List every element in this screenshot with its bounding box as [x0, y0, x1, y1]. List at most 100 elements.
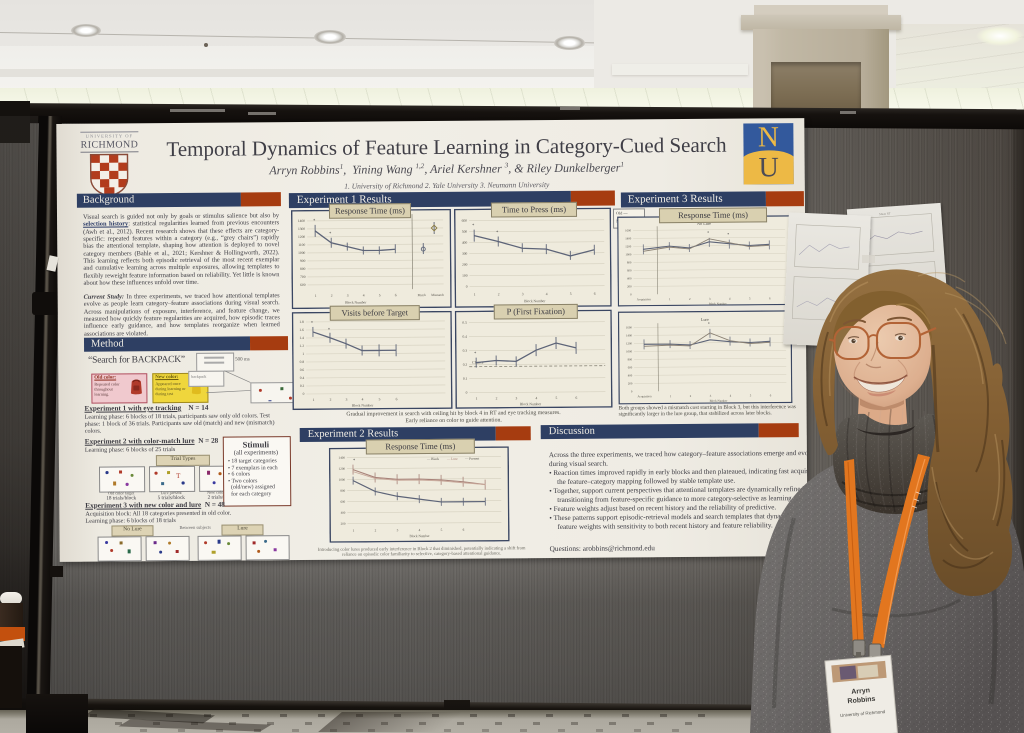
svg-text:0.5: 0.5 — [462, 321, 467, 325]
svg-text:*: * — [313, 218, 316, 223]
svg-text:5: 5 — [750, 393, 752, 397]
svg-text:6: 6 — [770, 393, 772, 397]
svg-text:4: 4 — [362, 398, 364, 402]
svg-text:3: 3 — [346, 398, 348, 402]
svg-text:2: 2 — [496, 396, 498, 400]
svg-text:6: 6 — [395, 293, 397, 297]
svg-text:6: 6 — [769, 296, 771, 300]
svg-text:*: * — [472, 223, 475, 228]
svg-text:2: 2 — [690, 394, 692, 398]
svg-text:1400: 1400 — [339, 456, 346, 460]
svg-text:2: 2 — [330, 398, 332, 402]
svg-text:1600: 1600 — [625, 228, 632, 232]
svg-text:Mean RT: Mean RT — [879, 211, 891, 216]
svg-text:6: 6 — [576, 396, 578, 400]
svg-text:0.4: 0.4 — [462, 335, 467, 339]
svg-text:No Lure: No Lure — [697, 221, 711, 226]
svg-text:1: 1 — [313, 398, 315, 402]
svg-text:1300: 1300 — [298, 227, 305, 231]
svg-text:T: T — [176, 472, 181, 480]
svg-text:800: 800 — [628, 357, 633, 361]
svg-text:0: 0 — [466, 285, 468, 289]
svg-text:Acquisition: Acquisition — [637, 297, 652, 301]
svg-text:*: * — [727, 232, 729, 237]
svg-text:1: 1 — [315, 294, 317, 298]
svg-text:1000: 1000 — [625, 252, 632, 256]
svg-text:1400: 1400 — [298, 219, 305, 223]
svg-text:*: * — [474, 351, 477, 356]
svg-text:0.4: 0.4 — [300, 376, 305, 380]
svg-text:4: 4 — [419, 528, 421, 532]
svg-text:200: 200 — [627, 284, 632, 288]
svg-text:1: 1 — [474, 293, 476, 297]
svg-text:5: 5 — [379, 397, 381, 401]
svg-text:Block Number: Block Number — [345, 301, 367, 305]
svg-text:Robbins: Robbins — [847, 696, 876, 705]
svg-text:Block Number: Block Number — [352, 403, 374, 407]
svg-text:4: 4 — [536, 396, 538, 400]
svg-text:1: 1 — [670, 394, 672, 398]
svg-text:— Lure: — Lure — [446, 457, 458, 461]
svg-text:— Black: — Black — [426, 457, 439, 461]
svg-text:2: 2 — [375, 528, 377, 532]
svg-text:1: 1 — [353, 529, 355, 533]
svg-text:1200: 1200 — [626, 341, 633, 345]
svg-text:4: 4 — [546, 292, 548, 296]
svg-text:1000: 1000 — [626, 349, 633, 353]
svg-text:800: 800 — [340, 489, 345, 493]
svg-text:0.6: 0.6 — [300, 368, 305, 372]
svg-text:0: 0 — [631, 389, 633, 393]
svg-text:— Present: — Present — [464, 457, 479, 461]
svg-text:400: 400 — [627, 276, 632, 280]
svg-text:200: 200 — [341, 522, 346, 526]
svg-text:1.6: 1.6 — [299, 328, 304, 332]
svg-text:1: 1 — [476, 397, 478, 401]
svg-text:1.4: 1.4 — [299, 336, 304, 340]
svg-text:1200: 1200 — [298, 235, 305, 239]
svg-text:2: 2 — [498, 292, 500, 296]
svg-text:5: 5 — [749, 296, 751, 300]
svg-text:6: 6 — [396, 397, 398, 401]
svg-text:Mismatch: Mismatch — [431, 293, 444, 297]
svg-text:600: 600 — [340, 500, 345, 504]
svg-text:3: 3 — [516, 396, 518, 400]
svg-text:1: 1 — [302, 352, 304, 356]
svg-text:1100: 1100 — [298, 243, 305, 247]
svg-text:400: 400 — [462, 241, 468, 245]
svg-text:0: 0 — [303, 392, 305, 396]
svg-text:5: 5 — [556, 396, 558, 400]
svg-text:1.2: 1.2 — [300, 344, 305, 348]
svg-text:5: 5 — [379, 293, 381, 297]
svg-text:*: * — [311, 320, 314, 325]
svg-text:0: 0 — [630, 292, 632, 296]
svg-text:600: 600 — [627, 268, 632, 272]
svg-text:*: * — [353, 458, 356, 463]
svg-text:1000: 1000 — [298, 251, 305, 255]
svg-text:0.3: 0.3 — [463, 349, 468, 353]
svg-text:Lure: Lure — [701, 317, 709, 322]
svg-text:300: 300 — [462, 252, 468, 256]
svg-text:Block Number: Block Number — [709, 302, 727, 306]
svg-text:3: 3 — [397, 528, 399, 532]
svg-text:3: 3 — [709, 297, 711, 301]
svg-text:800: 800 — [300, 267, 306, 271]
svg-text:University of Richmond: University of Richmond — [840, 709, 886, 718]
svg-text:Arryn: Arryn — [851, 687, 870, 696]
svg-text:4: 4 — [729, 297, 731, 301]
svg-text:900: 900 — [300, 259, 306, 263]
svg-text:600: 600 — [628, 365, 633, 369]
svg-text:0.2: 0.2 — [463, 363, 468, 367]
svg-text:6: 6 — [463, 528, 465, 532]
svg-text:2: 2 — [331, 294, 333, 298]
svg-text:600: 600 — [462, 219, 468, 223]
svg-text:1400: 1400 — [625, 236, 632, 240]
svg-text:5: 5 — [570, 292, 572, 296]
svg-text:*: * — [329, 231, 332, 236]
svg-text:0: 0 — [466, 391, 468, 395]
svg-text:200: 200 — [628, 381, 633, 385]
svg-text:2: 2 — [689, 297, 691, 301]
svg-text:Block Number: Block Number — [409, 534, 430, 538]
svg-text:3: 3 — [522, 292, 524, 296]
svg-text:400: 400 — [341, 511, 346, 515]
svg-text:0.2: 0.2 — [300, 384, 305, 388]
